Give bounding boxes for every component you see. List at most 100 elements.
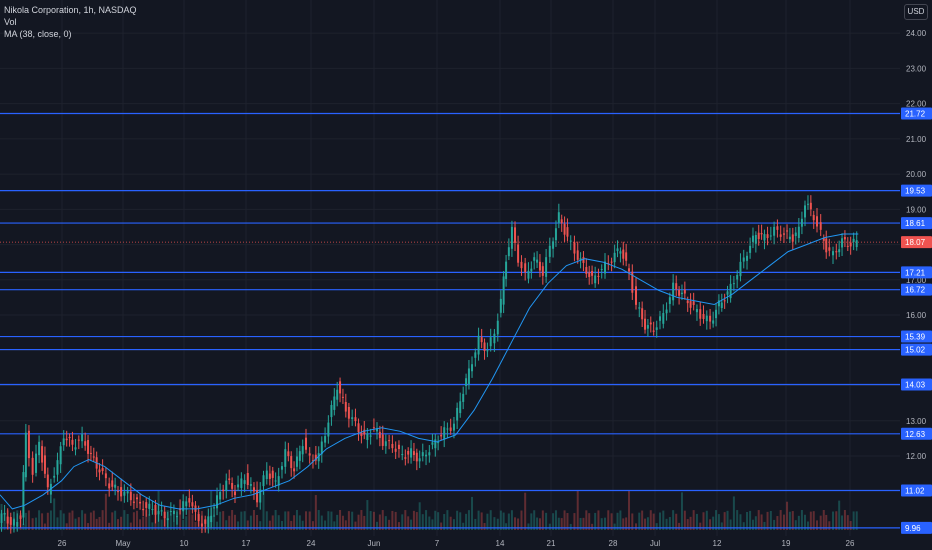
candle-body <box>507 247 510 257</box>
candle-body <box>314 454 317 461</box>
symbol-title[interactable]: Nikola Corporation, 1h, NASDAQ <box>4 5 137 15</box>
price-tick-label: 13.00 <box>906 417 927 426</box>
time-tick-label: 17 <box>242 539 251 548</box>
candle-body <box>505 261 508 279</box>
volume-bar <box>825 514 828 530</box>
volume-bar <box>702 512 705 530</box>
volume-bar <box>672 510 675 530</box>
candle-body <box>237 484 240 488</box>
volume-bar <box>806 521 809 530</box>
price-tick-label: 22.00 <box>906 100 927 109</box>
candle-body <box>207 516 210 528</box>
candle-body <box>760 233 763 235</box>
time-tick-label: Jul <box>650 539 660 548</box>
volume-bar <box>372 511 375 530</box>
volume-bar <box>794 520 797 530</box>
candle-body <box>702 314 705 319</box>
level-label-box <box>901 266 932 279</box>
volume-bar <box>84 513 87 530</box>
candle-body <box>163 511 166 519</box>
time-tick-label: 10 <box>180 539 189 548</box>
candle-body <box>855 240 858 248</box>
volume-bar <box>541 510 544 530</box>
volume-bar <box>459 512 462 530</box>
candle-body <box>600 268 603 270</box>
volume-bar <box>668 517 671 530</box>
candle-body <box>117 491 120 493</box>
time-tick-label: 12 <box>713 539 722 548</box>
volume-bar <box>742 522 745 530</box>
volume-bar <box>311 521 314 530</box>
candle-body <box>216 495 219 509</box>
candle-body <box>410 448 413 458</box>
candle-body <box>638 307 641 309</box>
candle-body <box>308 453 311 456</box>
candle-body <box>228 478 231 481</box>
volume-bar <box>462 522 465 530</box>
candle-body <box>499 298 502 313</box>
candle-body <box>204 519 207 524</box>
volume-bar <box>563 510 566 530</box>
volume-bar <box>194 521 197 530</box>
price-tick-label: 12.00 <box>906 452 927 461</box>
price-candles <box>0 195 858 534</box>
volume-bar <box>339 510 342 530</box>
volume-bar <box>53 498 56 530</box>
candle-body <box>191 502 194 507</box>
volume-bar <box>287 511 290 530</box>
horizontal-levels <box>0 112 900 529</box>
candle-body <box>459 401 462 414</box>
candle-body <box>354 417 357 422</box>
level-label: 19.53 <box>905 187 926 196</box>
volume-bar <box>646 517 649 530</box>
candle-body <box>720 302 723 309</box>
volume-bar <box>788 511 791 530</box>
candle-body <box>12 519 15 526</box>
candle-body <box>822 238 825 241</box>
volume-bar <box>62 513 65 530</box>
candle-body <box>176 516 179 518</box>
volume-bar <box>437 512 440 530</box>
candle-body <box>471 364 474 372</box>
volume-bar <box>465 513 468 530</box>
ma-indicator-label[interactable]: MA (38, close, 0) <box>4 29 72 39</box>
candle-body <box>510 226 513 249</box>
volume-bar <box>709 519 712 530</box>
candle-body <box>449 427 452 431</box>
volume-indicator-label[interactable]: Vol <box>4 17 17 27</box>
volume-bar <box>369 511 372 530</box>
price-tick-label: 24.00 <box>906 29 927 38</box>
candle-body <box>372 427 375 429</box>
volume-bar <box>388 519 391 530</box>
candle-body <box>705 315 708 322</box>
volume-bar <box>675 513 678 530</box>
volume-bar <box>49 510 52 530</box>
candle-body <box>219 491 222 500</box>
candle-body <box>773 226 776 236</box>
volume-bar <box>600 518 603 530</box>
volume-bar <box>536 517 539 530</box>
candle-body <box>591 270 594 276</box>
candle-body <box>197 514 200 522</box>
volume-bar <box>139 519 142 530</box>
candle-body <box>259 489 262 503</box>
currency-badge[interactable]: USD <box>904 4 928 20</box>
level-label-box <box>901 330 932 343</box>
candle-body <box>22 472 25 518</box>
volume-bar <box>259 521 262 530</box>
volume-bar <box>689 516 692 530</box>
candle-body <box>265 470 268 479</box>
candle-body <box>496 320 499 335</box>
candle-body <box>579 258 582 261</box>
candle-body <box>213 507 216 509</box>
candle-body <box>298 451 301 461</box>
candle-body <box>231 482 234 489</box>
candle-body <box>604 261 607 274</box>
candle-body <box>101 468 104 471</box>
candle-body <box>274 480 277 482</box>
volume-bar <box>65 523 68 530</box>
candle-body <box>641 308 644 320</box>
candle-body <box>452 423 455 431</box>
volume-bar <box>776 516 779 530</box>
